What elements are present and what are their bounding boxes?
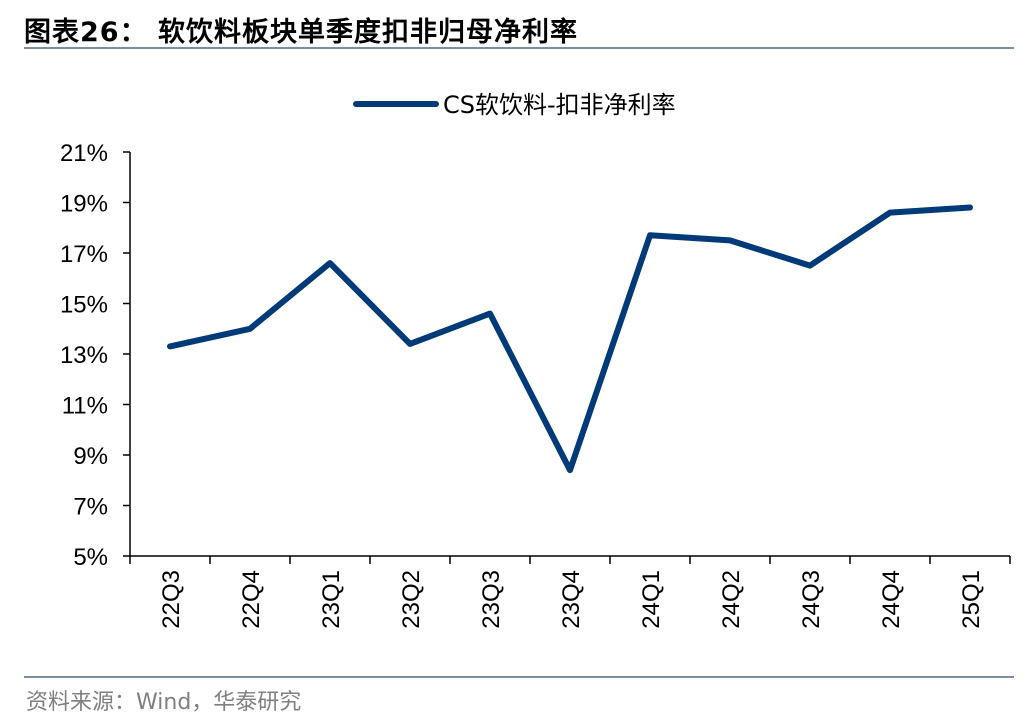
x-tick-label: 24Q3 bbox=[798, 570, 825, 629]
y-tick-label: 19% bbox=[60, 191, 108, 218]
x-axis-ticks: 22Q3 22Q4 23Q1 23Q2 23Q3 23Q4 24Q1 24Q2 24Q3 24Q4… bbox=[129, 556, 1011, 629]
axes bbox=[129, 152, 1010, 557]
x-tick-label: 22Q4 bbox=[238, 570, 265, 629]
legend: CS软饮料-扣非净利率 bbox=[353, 91, 676, 119]
x-tick-label: 24Q1 bbox=[638, 570, 665, 629]
y-tick-label: 7% bbox=[73, 494, 108, 521]
y-tick-label: 17% bbox=[60, 241, 108, 268]
x-tick-label: 24Q2 bbox=[718, 570, 745, 629]
x-tick-label: 23Q3 bbox=[478, 570, 505, 629]
chart-title: 图表26： 软饮料板块单季度扣非归母净利率 bbox=[24, 17, 578, 48]
source-note: 资料来源：Wind，华泰研究 bbox=[26, 690, 302, 715]
footer-divider bbox=[24, 676, 1014, 678]
y-tick-label: 9% bbox=[73, 443, 108, 470]
legend-label: CS软饮料-扣非净利率 bbox=[443, 91, 676, 119]
x-tick-label: 25Q1 bbox=[958, 570, 985, 629]
y-tick-label: 5% bbox=[73, 544, 108, 571]
y-axis-ticks: 21% 19% 17% 15% 13% 11% 9% 7% 5% bbox=[60, 140, 130, 571]
x-tick-label: 23Q4 bbox=[558, 570, 585, 629]
x-tick-label: 23Q1 bbox=[318, 570, 345, 629]
title-divider bbox=[24, 47, 1014, 49]
y-tick-label: 21% bbox=[60, 140, 108, 167]
y-tick-label: 13% bbox=[60, 342, 108, 369]
x-tick-label: 22Q3 bbox=[158, 570, 185, 629]
series-line bbox=[167, 204, 973, 474]
y-tick-label: 11% bbox=[62, 393, 108, 420]
x-tick-label: 24Q4 bbox=[878, 570, 905, 629]
y-tick-label: 15% bbox=[60, 292, 108, 319]
x-tick-label: 23Q2 bbox=[398, 570, 425, 629]
